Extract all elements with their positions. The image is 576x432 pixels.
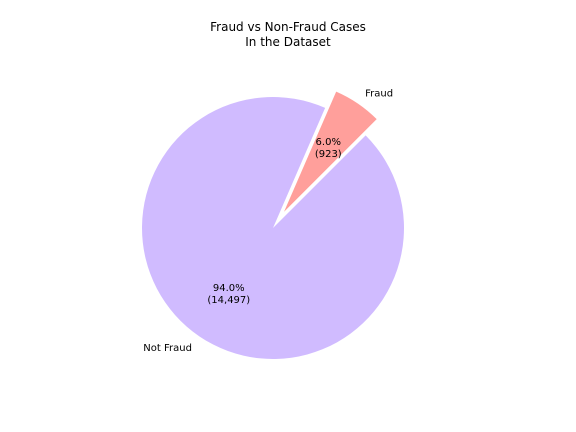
chart-title-line-2: In the Dataset — [245, 35, 331, 49]
slice-count-fraud: (923) — [315, 149, 342, 160]
slice-count-not-fraud: (14,497) — [207, 295, 250, 306]
pie-slice-fraud — [284, 91, 377, 212]
pie-slice-not-fraud — [141, 97, 404, 360]
slice-label-fraud: Fraud — [365, 89, 393, 100]
slice-percent-not-fraud: 94.0% — [213, 283, 245, 294]
slice-percent-fraud: 6.0% — [316, 137, 341, 148]
chart-title-line-1: Fraud vs Non-Fraud Cases — [210, 20, 366, 34]
slice-label-not-fraud: Not Fraud — [143, 343, 192, 354]
